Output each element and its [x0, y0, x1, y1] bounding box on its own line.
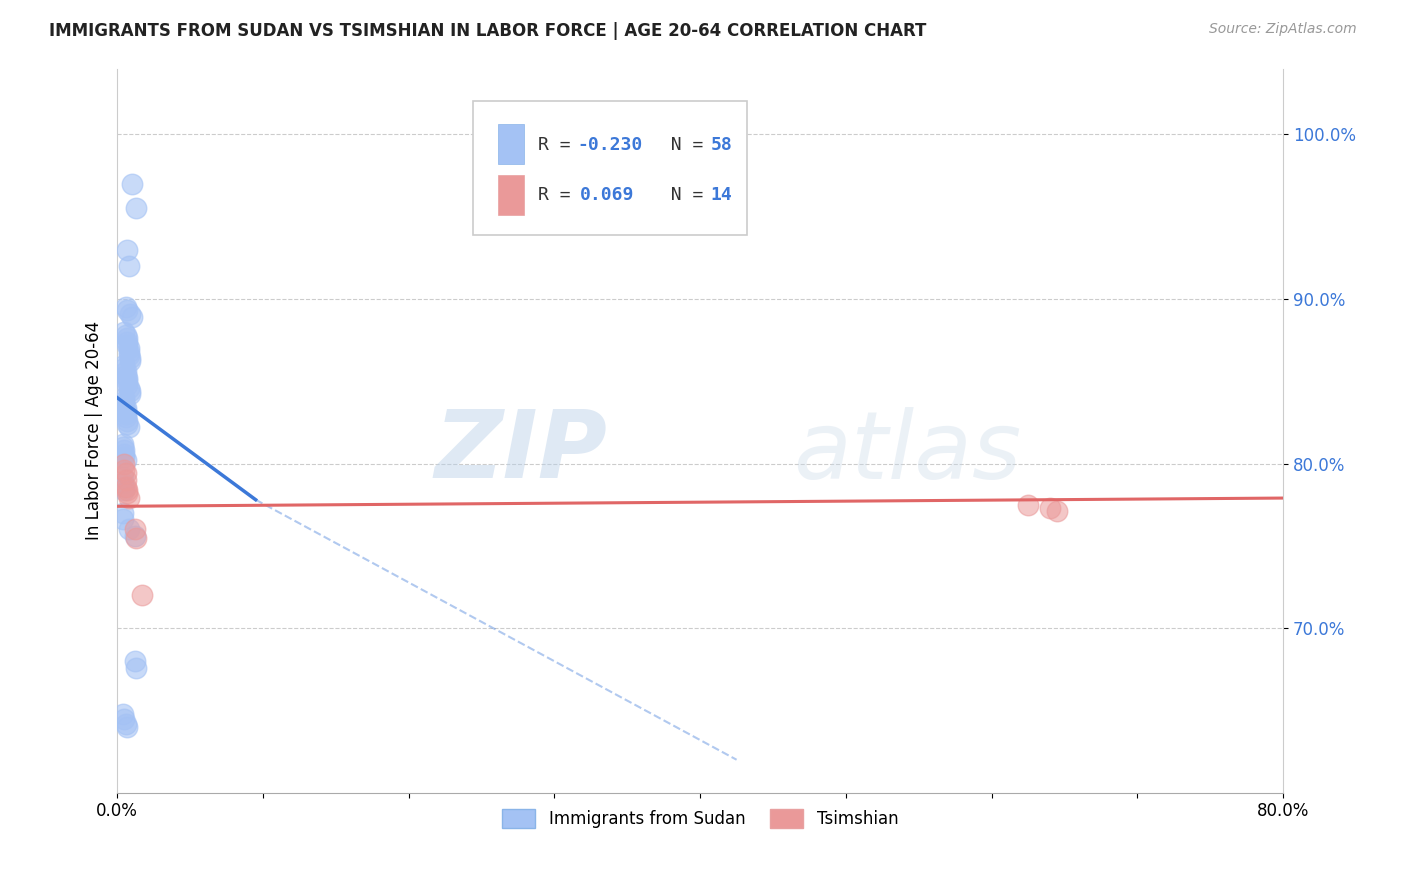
Point: [114, 361, 136, 376]
Point: [118, 348, 141, 362]
Text: atlas: atlas: [793, 407, 1022, 498]
Point: [115, 407, 138, 421]
FancyBboxPatch shape: [472, 101, 747, 235]
Point: [115, 716, 138, 731]
Point: [131, 588, 153, 602]
Point: [117, 303, 139, 318]
Point: [117, 371, 139, 385]
Point: [111, 512, 134, 526]
Point: [118, 491, 141, 505]
Point: [118, 259, 141, 273]
Point: [117, 377, 139, 392]
Point: [115, 404, 138, 418]
Point: [114, 325, 136, 339]
Text: ZIP: ZIP: [434, 407, 607, 499]
Point: [124, 522, 146, 536]
Point: [118, 420, 141, 434]
Point: [125, 660, 148, 674]
Point: [114, 712, 136, 726]
Point: [111, 436, 134, 450]
Point: [111, 506, 134, 520]
Point: [114, 447, 136, 461]
Point: [115, 401, 138, 415]
Text: 58: 58: [710, 136, 733, 153]
Point: [111, 469, 134, 483]
Point: [115, 300, 138, 314]
Point: [114, 358, 136, 372]
Point: [117, 374, 139, 388]
Point: [118, 341, 141, 355]
Text: N =: N =: [648, 136, 714, 153]
Text: IMMIGRANTS FROM SUDAN VS TSIMSHIAN IN LABOR FORCE | AGE 20-64 CORRELATION CHART: IMMIGRANTS FROM SUDAN VS TSIMSHIAN IN LA…: [49, 22, 927, 40]
Text: 14: 14: [710, 186, 733, 204]
Point: [114, 479, 136, 493]
Point: [111, 476, 134, 491]
Point: [120, 354, 142, 368]
Point: [114, 450, 136, 464]
Point: [124, 654, 146, 668]
Bar: [499, 124, 524, 164]
Text: R =: R =: [538, 186, 592, 204]
Point: [124, 529, 146, 543]
Point: [114, 483, 136, 497]
Point: [120, 351, 142, 366]
Point: [115, 479, 138, 493]
Point: [1017, 498, 1039, 512]
Point: [117, 417, 139, 431]
Point: [120, 384, 142, 398]
Text: R =: R =: [538, 136, 582, 153]
Point: [115, 467, 138, 481]
Text: N =: N =: [648, 186, 714, 204]
Point: [118, 522, 141, 536]
Point: [125, 202, 148, 216]
Point: [121, 177, 143, 191]
Point: [117, 331, 139, 345]
Point: [117, 338, 139, 352]
Point: [118, 344, 141, 359]
Point: [111, 440, 134, 454]
Text: -0.230: -0.230: [578, 136, 643, 153]
Point: [117, 414, 139, 428]
Point: [117, 486, 139, 500]
Point: [117, 334, 139, 349]
Point: [114, 394, 136, 409]
Point: [115, 410, 138, 425]
Point: [125, 531, 148, 545]
Y-axis label: In Labor Force | Age 20-64: In Labor Force | Age 20-64: [86, 321, 103, 541]
Legend: Immigrants from Sudan, Tsimshian: Immigrants from Sudan, Tsimshian: [495, 803, 905, 835]
Text: 0.069: 0.069: [581, 186, 634, 204]
Point: [117, 483, 139, 497]
Point: [114, 397, 136, 411]
Point: [1039, 500, 1062, 515]
Point: [111, 706, 134, 721]
Point: [114, 463, 136, 477]
Point: [114, 443, 136, 458]
Point: [115, 364, 138, 378]
Point: [117, 720, 139, 734]
Bar: [499, 175, 524, 215]
Point: [115, 453, 138, 467]
Point: [117, 243, 139, 257]
Point: [115, 368, 138, 382]
Point: [1046, 504, 1069, 518]
Point: [115, 473, 138, 487]
Point: [121, 310, 143, 324]
Point: [118, 381, 141, 395]
Text: Source: ZipAtlas.com: Source: ZipAtlas.com: [1209, 22, 1357, 37]
Point: [120, 387, 142, 401]
Point: [115, 328, 138, 343]
Point: [114, 457, 136, 471]
Point: [114, 391, 136, 405]
Point: [120, 307, 142, 321]
